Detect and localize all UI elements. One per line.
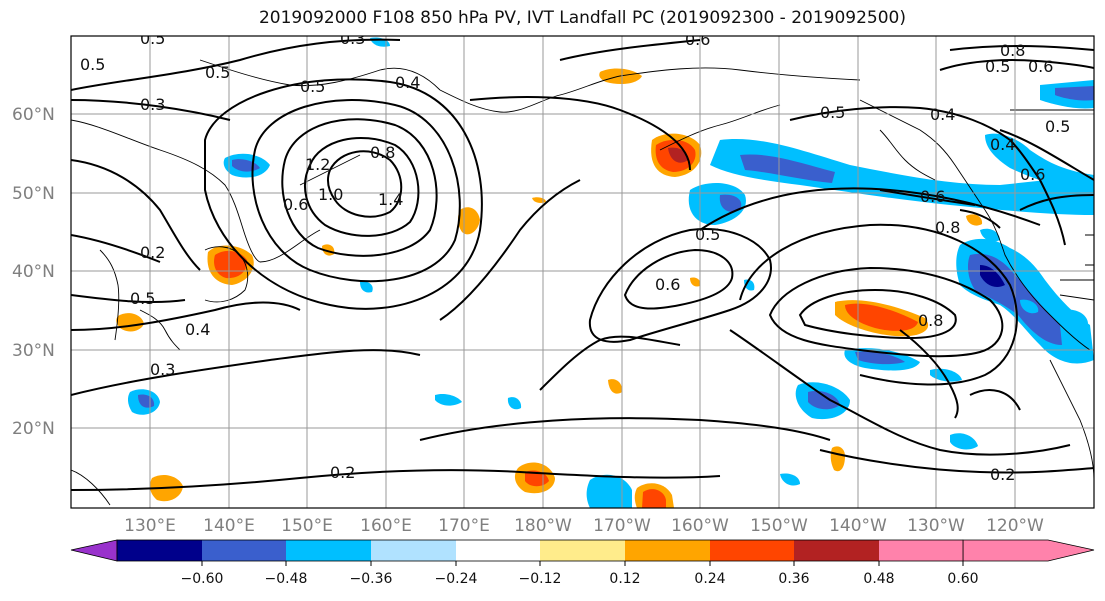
- contour-label: 0.6: [1028, 57, 1053, 76]
- contour-label: 1.0: [318, 185, 343, 204]
- colorbar-tick-label: −0.12: [519, 571, 562, 587]
- lon-label: 140°E: [203, 516, 255, 536]
- contour-label: 0.3: [340, 29, 365, 48]
- gridlines: [71, 36, 1094, 508]
- colorbar: −0.60 −0.48 −0.36 −0.24 −0.12 0.12 0.24 …: [70, 539, 1095, 587]
- colorbar-bin: [710, 540, 794, 561]
- colorbar-tick-label: −0.36: [350, 571, 393, 587]
- lat-label: 20°N: [12, 419, 55, 439]
- colorbar-tick-label: 0.48: [863, 571, 894, 587]
- contour-label: 1.4: [378, 190, 403, 209]
- contour-label-group: 0.5 0.5 0.4 0.5 0.3 0.3 0.8 1.2 1.0 0.6 …: [80, 29, 1070, 484]
- contour-label: 0.5: [300, 77, 325, 96]
- pv-contours: [71, 38, 1094, 491]
- colorbar-bin: [879, 540, 963, 561]
- lon-label: 160°W: [671, 516, 729, 536]
- colorbar-tick-label: 0.24: [694, 571, 725, 587]
- lon-label: 130°E: [124, 516, 176, 536]
- contour-label: 0.2: [140, 243, 165, 262]
- lat-label: 50°N: [12, 184, 55, 204]
- colorbar-bin: [794, 540, 879, 561]
- latitude-labels: 60°N 50°N 40°N 30°N 20°N: [12, 105, 55, 439]
- longitude-labels: 130°E 140°E 150°E 160°E 170°E 180°W 170°…: [124, 516, 1044, 536]
- contour-label: 0.8: [1000, 41, 1025, 60]
- lat-label: 40°N: [12, 262, 55, 282]
- contour-label: 0.8: [935, 218, 960, 237]
- colorbar-tick-label: −0.48: [265, 571, 308, 587]
- lon-label: 150°E: [281, 516, 333, 536]
- contour-label: 0.4: [395, 73, 420, 92]
- contour-label: 0.2: [990, 465, 1015, 484]
- colorbar-bin: [286, 540, 371, 561]
- lon-label: 170°W: [593, 516, 651, 536]
- colorbar-bin: [540, 540, 625, 561]
- contour-label: 0.5: [130, 289, 155, 308]
- colorbar-tick-label: −0.60: [181, 571, 224, 587]
- colorbar-extend-high: [962, 539, 1095, 562]
- contour-label: 0.4: [185, 320, 210, 339]
- contour-label: 0.5: [140, 29, 165, 48]
- contour-label: 0.5: [80, 55, 105, 74]
- contour-label: 0.3: [140, 95, 165, 114]
- colorbar-tick-label: 0.12: [609, 571, 640, 587]
- contour-label: 0.8: [370, 143, 395, 162]
- negative-pc-shading: [127, 37, 1094, 508]
- lat-label: 60°N: [12, 105, 55, 125]
- colorbar-extend-low: [70, 539, 118, 562]
- colorbar-tick-label: 0.36: [778, 571, 809, 587]
- colorbar-bin: [456, 540, 540, 561]
- colorbar-bin: [202, 540, 286, 561]
- colorbar-bin: [371, 540, 456, 561]
- contour-label: 0.2: [330, 463, 355, 482]
- chart-title: 2019092000 F108 850 hPa PV, IVT Landfall…: [258, 8, 906, 28]
- lon-label: 140°W: [829, 516, 887, 536]
- lon-label: 180°W: [514, 516, 572, 536]
- contour-label: 0.5: [1045, 117, 1070, 136]
- colorbar-tick-label: 0.60: [947, 571, 978, 587]
- colorbar-ticks: [201, 561, 964, 566]
- coastlines: [71, 59, 1094, 506]
- lon-label: 170°E: [438, 516, 490, 536]
- contour-label: 0.3: [150, 360, 175, 379]
- contour-label: 0.5: [205, 63, 230, 82]
- colorbar-bin: [625, 540, 710, 561]
- contour-label: 0.6: [1020, 165, 1045, 184]
- contour-label: 0.6: [685, 30, 710, 49]
- contour-label: 0.6: [283, 195, 308, 214]
- contour-label: 0.5: [820, 103, 845, 122]
- lon-label: 160°E: [360, 516, 412, 536]
- contour-label: 0.4: [990, 135, 1015, 154]
- colorbar-bin: [117, 540, 202, 561]
- lon-label: 150°W: [750, 516, 808, 536]
- colorbar-tick-label: −0.24: [435, 571, 478, 587]
- contour-label: 0.4: [930, 105, 955, 124]
- lon-label: 120°W: [986, 516, 1044, 536]
- contour-label: 0.5: [985, 57, 1010, 76]
- contour-label: 0.6: [920, 187, 945, 206]
- contour-label: 1.2: [305, 155, 330, 174]
- lon-label: 130°W: [907, 516, 965, 536]
- map-frame: [70, 35, 1095, 509]
- contour-label: 0.6: [655, 275, 680, 294]
- contour-label: 0.8: [918, 311, 943, 330]
- contour-label: 0.5: [695, 225, 720, 244]
- lat-label: 30°N: [12, 341, 55, 361]
